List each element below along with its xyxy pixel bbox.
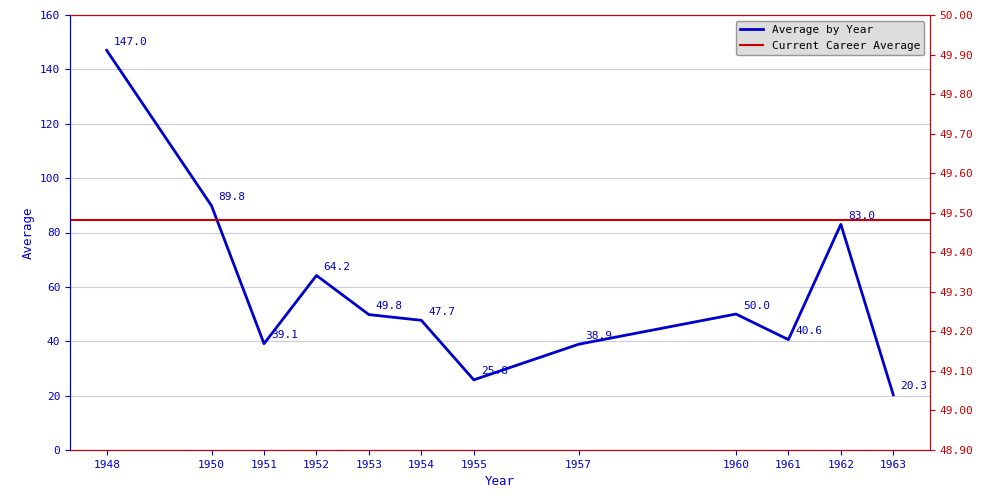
Text: 20.3: 20.3 (900, 382, 927, 392)
X-axis label: Year: Year (485, 476, 515, 488)
Text: 47.7: 47.7 (428, 307, 455, 317)
Average by Year (573, 341, 585, 347)
Average by Year (206, 203, 218, 209)
Text: 147.0: 147.0 (114, 37, 147, 47)
Y-axis label: Average: Average (21, 206, 34, 259)
Average by Year (835, 222, 847, 228)
Average by Year (363, 312, 375, 318)
Text: 89.8: 89.8 (219, 192, 246, 202)
Text: 50.0: 50.0 (743, 300, 770, 310)
Line: Average by Year: Average by Year (107, 50, 893, 395)
Legend: Average by Year, Current Career Average: Average by Year, Current Career Average (736, 20, 924, 55)
Average by Year (782, 336, 794, 342)
Average by Year (730, 311, 742, 317)
Text: 49.8: 49.8 (376, 301, 403, 311)
Average by Year (310, 272, 322, 278)
Average by Year (468, 377, 480, 383)
Text: 64.2: 64.2 (323, 262, 350, 272)
Text: 40.6: 40.6 (795, 326, 822, 336)
Average by Year (258, 340, 270, 346)
Text: 38.9: 38.9 (586, 330, 613, 340)
Text: 25.8: 25.8 (481, 366, 508, 376)
Text: 39.1: 39.1 (271, 330, 298, 340)
Text: 83.0: 83.0 (848, 211, 875, 221)
Average by Year (101, 48, 113, 54)
Average by Year (415, 318, 427, 324)
Average by Year (887, 392, 899, 398)
